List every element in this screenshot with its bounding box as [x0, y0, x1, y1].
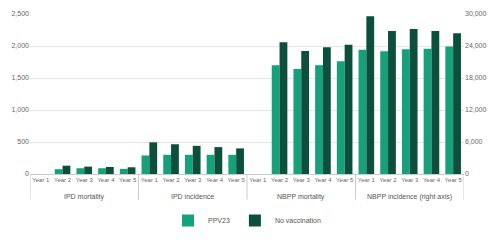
svg-text:PPV23: PPV23: [208, 217, 230, 224]
svg-text:IPD incidence: IPD incidence: [171, 193, 214, 200]
svg-text:Year 1: Year 1: [141, 177, 159, 183]
svg-text:1,500: 1,500: [11, 74, 29, 81]
svg-text:Year 4: Year 4: [423, 177, 441, 183]
svg-text:Year 5: Year 5: [336, 177, 354, 183]
svg-text:24,000: 24,000: [465, 42, 487, 49]
svg-text:NBPP mortality: NBPP mortality: [277, 193, 325, 201]
svg-text:2,000: 2,000: [11, 42, 29, 49]
svg-text:18,000: 18,000: [465, 74, 487, 81]
svg-text:2,500: 2,500: [11, 10, 29, 17]
svg-text:30,000: 30,000: [465, 10, 487, 17]
svg-text:Year 3: Year 3: [293, 177, 311, 183]
svg-text:Year 3: Year 3: [401, 177, 419, 183]
svg-text:500: 500: [17, 138, 29, 145]
svg-text:Year 4: Year 4: [314, 177, 332, 183]
svg-text:Year 2: Year 2: [54, 177, 72, 183]
svg-text:Year 2: Year 2: [162, 177, 180, 183]
svg-text:Year 4: Year 4: [206, 177, 224, 183]
svg-text:Year 3: Year 3: [184, 177, 202, 183]
svg-text:Year 4: Year 4: [97, 177, 115, 183]
svg-text:No vaccination: No vaccination: [275, 217, 321, 224]
svg-text:Year 1: Year 1: [249, 177, 267, 183]
svg-text:12,000: 12,000: [465, 106, 487, 113]
svg-text:Year 2: Year 2: [271, 177, 289, 183]
svg-text:IPD mortality: IPD mortality: [64, 193, 105, 201]
svg-text:1,000: 1,000: [11, 106, 29, 113]
svg-text:NBPP incidence (right axis): NBPP incidence (right axis): [367, 193, 452, 201]
svg-text:Year 1: Year 1: [358, 177, 376, 183]
svg-text:Year 5: Year 5: [228, 177, 246, 183]
svg-text:0: 0: [25, 170, 29, 177]
svg-text:Year 3: Year 3: [76, 177, 94, 183]
svg-text:Year 5: Year 5: [119, 177, 137, 183]
svg-text:0: 0: [465, 170, 469, 177]
svg-text:Year 5: Year 5: [445, 177, 463, 183]
svg-text:Year 1: Year 1: [32, 177, 50, 183]
svg-text:Year 2: Year 2: [379, 177, 397, 183]
svg-text:6,000: 6,000: [465, 138, 483, 145]
